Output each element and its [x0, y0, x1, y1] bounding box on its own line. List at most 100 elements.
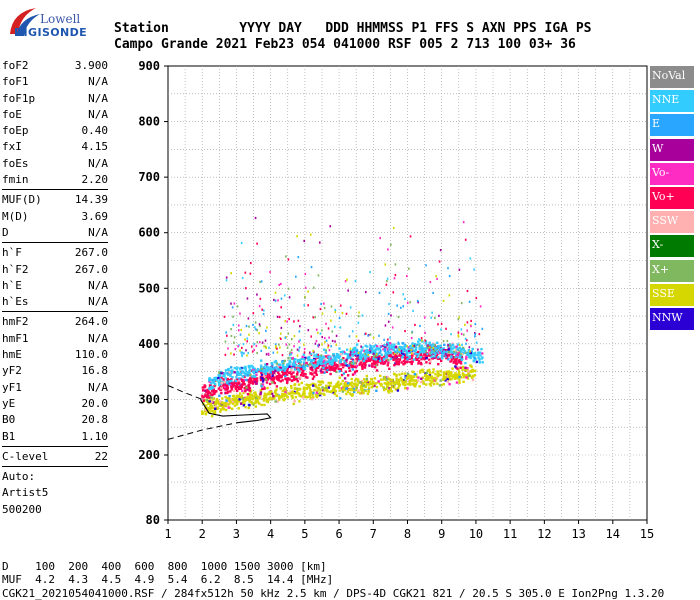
echo-point	[309, 233, 312, 236]
echo-point	[457, 335, 460, 338]
trace-point	[298, 400, 301, 403]
trace-point	[393, 384, 396, 387]
trace-point	[459, 362, 463, 365]
param-label: MUF(D)	[2, 193, 42, 207]
logo-line2: DIGISONDE	[14, 26, 88, 39]
trace-point	[224, 383, 228, 387]
trace-point	[231, 382, 234, 385]
trace-point	[409, 374, 413, 378]
trace-point	[222, 382, 225, 385]
trace-point	[442, 347, 445, 350]
echo-point	[384, 263, 387, 266]
trace-point	[219, 400, 222, 403]
trace-point	[296, 380, 299, 383]
trace-point	[431, 377, 434, 380]
echo-point	[224, 340, 227, 343]
echo-point	[349, 306, 352, 309]
echo-point	[291, 351, 293, 355]
trace-point	[351, 368, 355, 371]
echo-point	[458, 343, 461, 347]
trace-point	[385, 378, 389, 381]
trace-point	[212, 410, 216, 413]
param-row: B0 20.8	[2, 412, 108, 428]
trace-point	[315, 355, 318, 359]
trace-point	[393, 343, 396, 346]
echo-point	[331, 330, 334, 333]
trace-point	[367, 359, 370, 362]
trace-point	[414, 379, 418, 382]
trace-point	[230, 398, 233, 401]
echo-point	[288, 317, 290, 321]
echo-point	[357, 339, 360, 342]
trace-point	[406, 356, 409, 359]
trace-point	[225, 399, 228, 402]
trace-point	[224, 369, 228, 372]
legend-item-x-: X+	[650, 259, 694, 282]
echo-point	[440, 328, 442, 331]
trace-point	[365, 348, 369, 352]
trace-point	[428, 341, 431, 344]
echo-point	[462, 221, 465, 224]
trace-point	[313, 354, 316, 357]
trace-point	[254, 392, 257, 396]
echo-point	[470, 325, 472, 328]
echo-point	[330, 305, 333, 308]
trace-point	[360, 389, 363, 393]
echo-point	[250, 345, 253, 348]
trace-point	[271, 381, 274, 384]
trace-point	[226, 386, 230, 390]
echo-point	[364, 332, 367, 335]
echo-point	[343, 351, 346, 354]
echo-point	[290, 353, 292, 356]
echo-point	[436, 277, 438, 281]
trace-point	[375, 385, 379, 389]
trace-point	[338, 386, 341, 389]
trace-point	[320, 360, 323, 363]
trace-point	[439, 344, 442, 347]
trace-point	[409, 360, 412, 364]
trace-point	[390, 390, 394, 393]
trace-point	[273, 360, 276, 364]
trace-point	[247, 384, 250, 388]
trace-point	[255, 379, 259, 383]
echo-point	[316, 331, 319, 334]
trace-point	[349, 387, 352, 390]
trace-point	[239, 387, 243, 390]
trace-point	[430, 375, 434, 378]
echo-point	[386, 277, 389, 280]
trace-point	[436, 356, 440, 359]
param-label: yE	[2, 396, 16, 410]
trace-point	[379, 374, 382, 378]
trace-point	[425, 361, 428, 364]
trace-point	[238, 392, 242, 395]
trace-point	[288, 378, 291, 381]
trace-point	[281, 394, 284, 397]
trace-point	[366, 392, 370, 396]
trace-point	[405, 351, 409, 355]
trace-point	[443, 354, 446, 358]
trace-point	[270, 392, 274, 395]
trace-point	[218, 383, 221, 387]
echo-point	[261, 341, 264, 344]
trace-point	[401, 346, 404, 349]
trace-point	[432, 382, 436, 386]
header-value-station: Campo Grande	[114, 37, 216, 52]
trace-point	[433, 379, 436, 382]
echo-point	[253, 348, 256, 352]
trace-point	[218, 402, 221, 405]
echo-point	[432, 291, 434, 295]
trace-point	[454, 349, 458, 352]
echo-point	[438, 260, 441, 263]
trace-point	[219, 410, 222, 413]
y-tick-label: 200	[138, 448, 160, 462]
trace-point	[408, 382, 412, 385]
trace-point	[266, 376, 270, 380]
trace-point	[285, 370, 289, 374]
trace-point	[470, 365, 473, 368]
trace-point	[362, 359, 366, 363]
echo-point	[319, 307, 322, 311]
trace-point	[239, 368, 242, 371]
trace-point	[325, 370, 329, 373]
trace-point	[345, 358, 348, 362]
